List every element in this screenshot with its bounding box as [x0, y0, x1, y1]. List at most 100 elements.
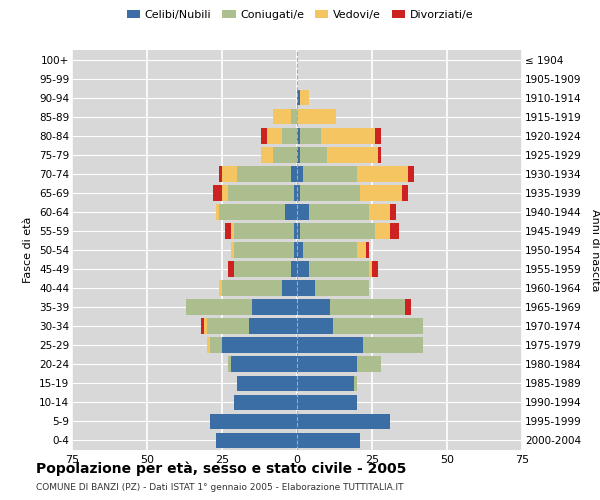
Bar — [297, 261, 309, 277]
Bar — [405, 300, 411, 315]
Text: Maschi: Maschi — [0, 499, 1, 500]
Bar — [228, 261, 234, 277]
Bar — [297, 394, 357, 410]
Bar — [297, 318, 333, 334]
Bar — [300, 128, 321, 144]
Bar — [291, 166, 297, 182]
Bar — [219, 280, 222, 296]
Bar — [222, 166, 237, 182]
Bar — [222, 338, 297, 353]
Bar — [357, 356, 381, 372]
Bar — [297, 356, 357, 372]
Bar — [204, 318, 207, 334]
Text: Femmine: Femmine — [0, 499, 1, 500]
Bar — [234, 261, 291, 277]
Bar — [216, 432, 297, 448]
Bar — [213, 185, 222, 200]
Bar — [282, 128, 297, 144]
Bar — [228, 185, 294, 200]
Bar — [294, 223, 297, 239]
Bar — [186, 300, 252, 315]
Y-axis label: Fasce di età: Fasce di età — [23, 217, 34, 283]
Bar — [366, 242, 369, 258]
Bar — [234, 242, 294, 258]
Bar — [297, 109, 336, 124]
Bar — [309, 204, 369, 220]
Bar — [360, 185, 402, 200]
Bar — [237, 166, 291, 182]
Bar — [201, 318, 204, 334]
Bar — [219, 204, 285, 220]
Bar — [372, 261, 378, 277]
Bar — [354, 376, 357, 391]
Bar — [222, 280, 282, 296]
Bar — [297, 414, 390, 429]
Legend: Celibi/Nubili, Coniugati/e, Vedovi/e, Divorziati/e: Celibi/Nubili, Coniugati/e, Vedovi/e, Di… — [122, 6, 478, 25]
Bar — [309, 261, 369, 277]
Bar — [408, 166, 414, 182]
Bar — [237, 376, 297, 391]
Bar — [390, 204, 396, 220]
Bar — [294, 185, 297, 200]
Bar — [369, 261, 372, 277]
Bar — [273, 109, 291, 124]
Bar — [249, 318, 297, 334]
Bar — [273, 147, 297, 162]
Bar — [297, 376, 354, 391]
Text: Popolazione per età, sesso e stato civile - 2005: Popolazione per età, sesso e stato civil… — [36, 461, 406, 475]
Bar — [297, 280, 315, 296]
Bar — [297, 166, 303, 182]
Bar — [252, 300, 297, 315]
Bar — [303, 166, 357, 182]
Bar — [294, 242, 297, 258]
Bar — [267, 128, 282, 144]
Bar — [297, 90, 300, 106]
Bar — [300, 147, 327, 162]
Bar — [297, 300, 330, 315]
Bar — [375, 128, 381, 144]
Bar — [225, 223, 231, 239]
Bar — [234, 394, 297, 410]
Bar — [228, 356, 231, 372]
Bar — [297, 338, 363, 353]
Bar — [297, 185, 300, 200]
Y-axis label: Anni di nascita: Anni di nascita — [590, 209, 600, 291]
Bar — [297, 242, 303, 258]
Bar — [285, 204, 297, 220]
Bar — [300, 185, 360, 200]
Bar — [357, 242, 366, 258]
Bar — [315, 280, 369, 296]
Bar — [303, 242, 357, 258]
Bar — [222, 185, 228, 200]
Bar — [261, 147, 273, 162]
Bar — [207, 338, 210, 353]
Bar — [330, 300, 405, 315]
Bar — [282, 280, 297, 296]
Bar — [210, 338, 222, 353]
Bar — [300, 223, 375, 239]
Bar — [333, 318, 423, 334]
Bar — [390, 223, 399, 239]
Bar — [231, 242, 234, 258]
Bar — [300, 90, 309, 106]
Bar — [369, 204, 390, 220]
Bar — [291, 109, 297, 124]
Bar — [375, 223, 390, 239]
Bar — [207, 318, 249, 334]
Bar — [297, 432, 360, 448]
Bar — [291, 261, 297, 277]
Bar — [297, 128, 300, 144]
Bar — [327, 147, 378, 162]
Bar — [234, 223, 294, 239]
Bar — [297, 223, 300, 239]
Bar — [231, 223, 234, 239]
Bar — [216, 204, 219, 220]
Bar — [402, 185, 408, 200]
Bar — [297, 204, 309, 220]
Text: COMUNE DI BANZI (PZ) - Dati ISTAT 1° gennaio 2005 - Elaborazione TUTTITALIA.IT: COMUNE DI BANZI (PZ) - Dati ISTAT 1° gen… — [36, 483, 404, 492]
Bar — [219, 166, 222, 182]
Bar — [378, 147, 381, 162]
Bar — [297, 147, 300, 162]
Bar — [357, 166, 408, 182]
Bar — [363, 338, 423, 353]
